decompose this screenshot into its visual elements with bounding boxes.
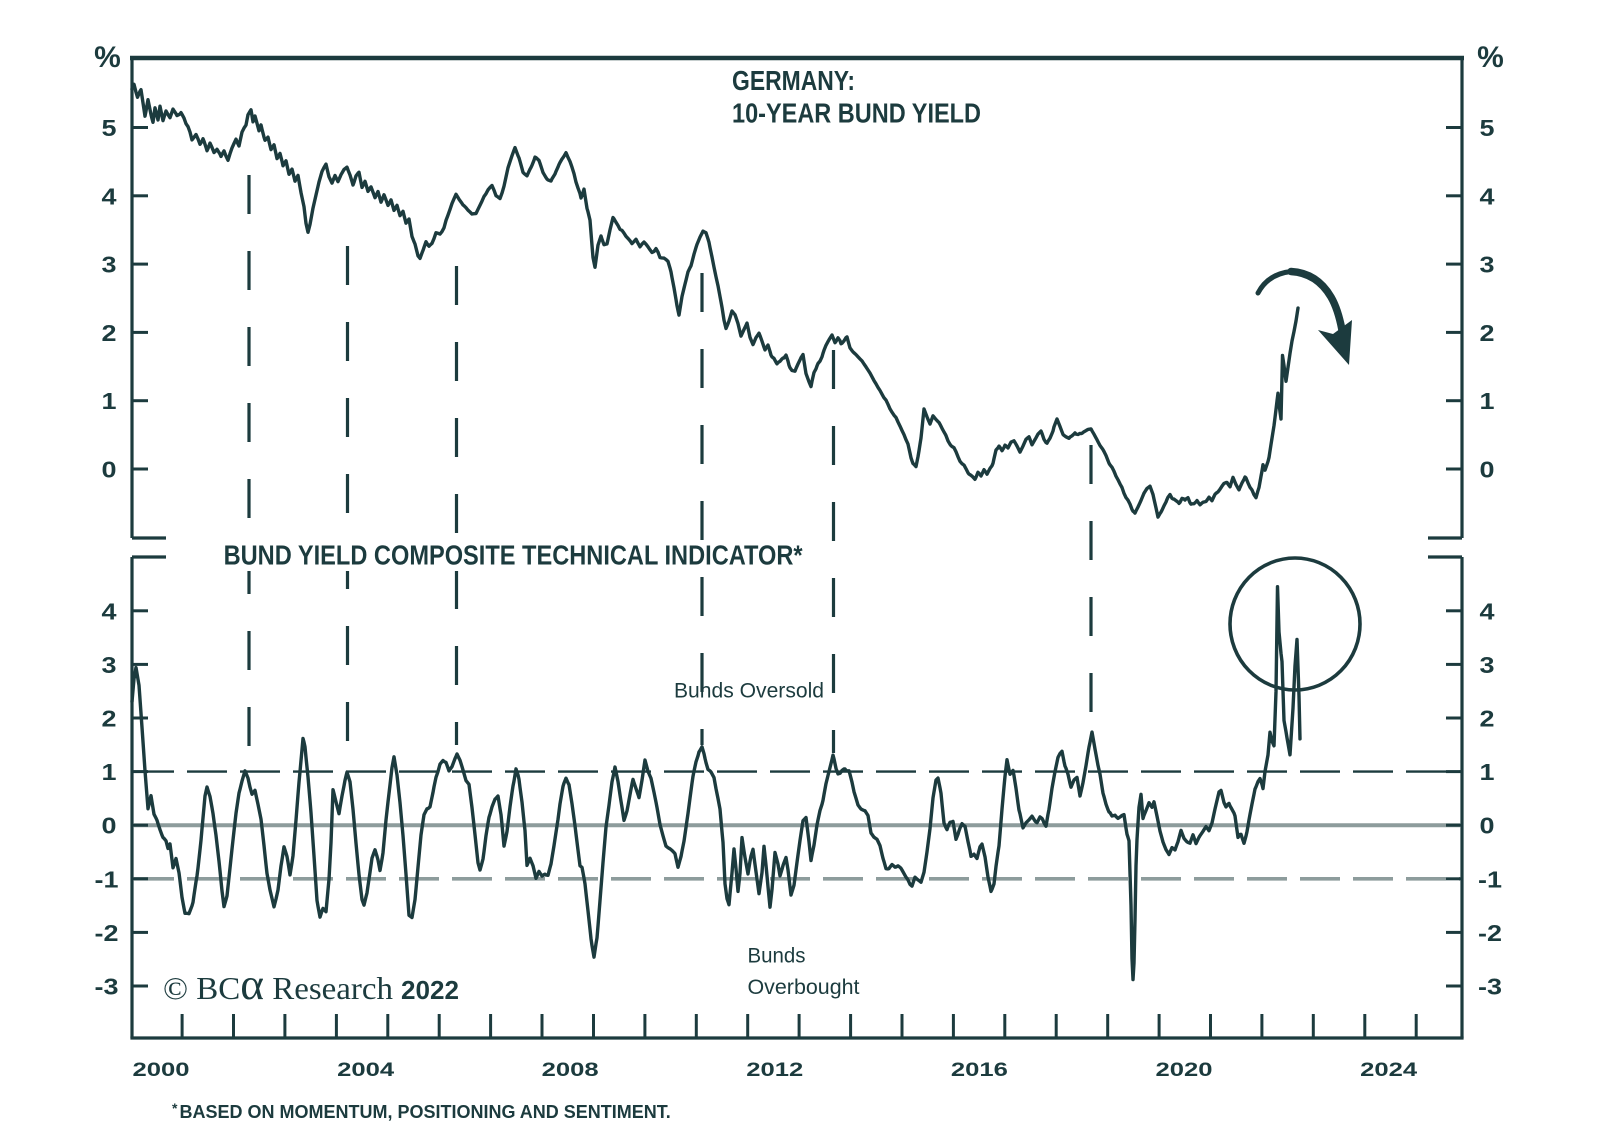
svg-text:1: 1 — [102, 388, 117, 414]
svg-text:-3: -3 — [1478, 974, 1502, 1000]
svg-text:2012: 2012 — [746, 1060, 803, 1081]
svg-text:*BASED ON MOMENTUM, POSITIONIN: * BASED ON MOMENTUM, POSITIONING AND SENT… — [172, 1100, 671, 1122]
svg-text:10-YEAR BUND YIELD: 10-YEAR BUND YIELD — [732, 98, 981, 129]
svg-text:1: 1 — [1480, 388, 1495, 414]
svg-text:0: 0 — [1480, 813, 1495, 839]
svg-text:0: 0 — [102, 813, 117, 839]
svg-text:3: 3 — [1480, 652, 1495, 678]
svg-text:1: 1 — [1480, 759, 1495, 785]
svg-text:Overbought: Overbought — [748, 975, 860, 999]
svg-text:3: 3 — [1480, 252, 1495, 278]
svg-text:2016: 2016 — [951, 1060, 1008, 1081]
svg-text:4: 4 — [102, 183, 117, 209]
svg-text:BUND YIELD COMPOSITE TECHNICAL: BUND YIELD COMPOSITE TECHNICAL INDICATOR… — [224, 540, 803, 571]
svg-text:5: 5 — [102, 115, 117, 141]
svg-text:2024: 2024 — [1360, 1060, 1418, 1081]
svg-text:5: 5 — [1480, 115, 1495, 141]
svg-text:1: 1 — [102, 759, 117, 785]
svg-text:3: 3 — [102, 652, 117, 678]
svg-text:4: 4 — [1480, 598, 1495, 624]
svg-text:2000: 2000 — [133, 1060, 190, 1081]
svg-text:%: % — [94, 41, 121, 74]
svg-text:2020: 2020 — [1156, 1060, 1213, 1081]
svg-text:0: 0 — [102, 457, 117, 483]
svg-text:2: 2 — [1480, 320, 1495, 346]
svg-text:Bunds: Bunds — [748, 944, 806, 968]
svg-text:2: 2 — [1480, 706, 1495, 732]
svg-text:2: 2 — [102, 320, 117, 346]
svg-text:4: 4 — [1480, 183, 1495, 209]
svg-text:3: 3 — [102, 252, 117, 278]
svg-text:%: % — [1477, 41, 1504, 74]
svg-text:-1: -1 — [1478, 866, 1502, 892]
svg-text:-2: -2 — [95, 920, 119, 946]
svg-text:-3: -3 — [95, 974, 119, 1000]
svg-text:-1: -1 — [95, 866, 119, 892]
svg-text:2: 2 — [102, 706, 117, 732]
svg-text:2004: 2004 — [337, 1060, 395, 1081]
svg-text:-2: -2 — [1478, 920, 1502, 946]
svg-text:4: 4 — [102, 598, 117, 624]
svg-text:2008: 2008 — [542, 1060, 599, 1081]
svg-text:0: 0 — [1480, 457, 1495, 483]
svg-text:2022: 2022 — [401, 975, 459, 1005]
svg-text:Bunds Oversold: Bunds Oversold — [674, 679, 824, 703]
svg-text:GERMANY:: GERMANY: — [732, 65, 855, 96]
